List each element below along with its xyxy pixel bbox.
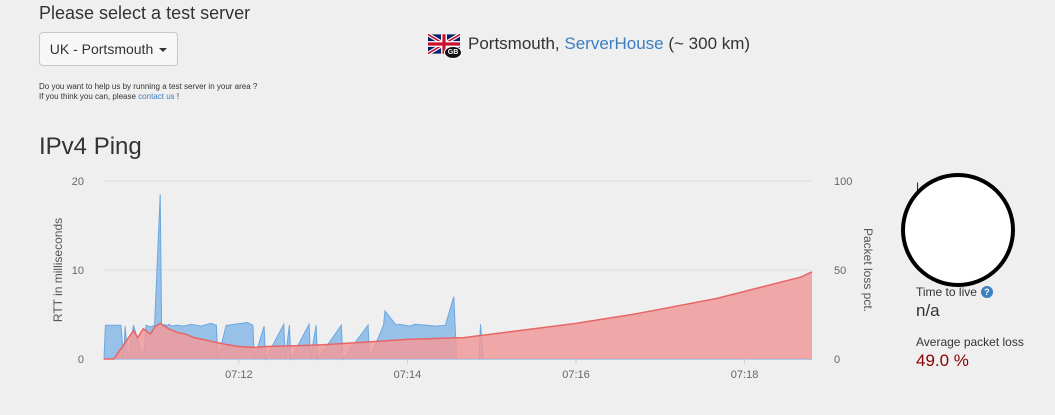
y2-tick-label: 50 — [834, 265, 846, 277]
server-select-value: UK - Portsmouth — [49, 41, 154, 57]
y2-tick-label: 100 — [834, 176, 852, 188]
packet-loss-area-series — [104, 271, 812, 359]
help-line-2-suffix: ! — [174, 92, 180, 101]
packet-loss-label: Average packet loss — [916, 335, 1024, 349]
help-text: Do you want to help us by running a test… — [39, 82, 257, 102]
server-select-dropdown[interactable]: UK - Portsmouth — [39, 32, 178, 66]
x-tick-label: 07:16 — [562, 369, 590, 381]
y2-tick-label: 0 — [834, 354, 840, 366]
x-tick-label: 07:12 — [225, 369, 253, 381]
ttl-label: Time to live ? — [916, 285, 993, 299]
help-line-2-prefix: If you think you can, please — [39, 92, 139, 101]
y-axis-label: RTT in milliseconds — [51, 218, 65, 322]
uk-flag-icon: GB — [427, 32, 462, 59]
server-info: GB Portsmouth, ServerHouse (~ 300 km) — [427, 32, 751, 59]
packet-loss-line — [104, 271, 813, 360]
y-tick-label: 0 — [78, 354, 84, 366]
x-tick-label: 07:14 — [394, 369, 422, 381]
server-distance: (~ 300 km) — [668, 34, 751, 53]
x-tick-label: 07:18 — [731, 369, 759, 381]
question-circle-icon[interactable]: ? — [980, 286, 993, 298]
server-provider-link[interactable]: ServerHouse — [564, 34, 664, 53]
help-line-2: If you think you can, please contact us … — [39, 92, 257, 102]
server-city: Portsmouth, — [468, 34, 560, 53]
y-tick-label: 10 — [72, 265, 84, 277]
page-title: Please select a test server — [39, 3, 251, 23]
ttl-value: n/a — [916, 301, 940, 320]
ttl-label-text: Time to live — [916, 285, 977, 299]
redaction-circle — [901, 173, 1015, 287]
flag-country-badge: GB — [444, 46, 462, 59]
y2-axis-label: Packet loss pct. — [861, 228, 875, 312]
contact-us-link[interactable]: contact us — [138, 92, 175, 101]
help-line-1: Do you want to help us by running a test… — [39, 82, 258, 91]
ping-section-title: IPv4 Ping — [39, 133, 142, 160]
ping-chart: 0 10 20 0 50 100 07:12 07:14 07:16 07:18 RTT in m… — [51, 176, 875, 381]
y-tick-label: 20 — [72, 176, 84, 188]
packet-loss-value: 49.0 % — [916, 351, 969, 370]
caret-down-icon — [159, 48, 168, 52]
